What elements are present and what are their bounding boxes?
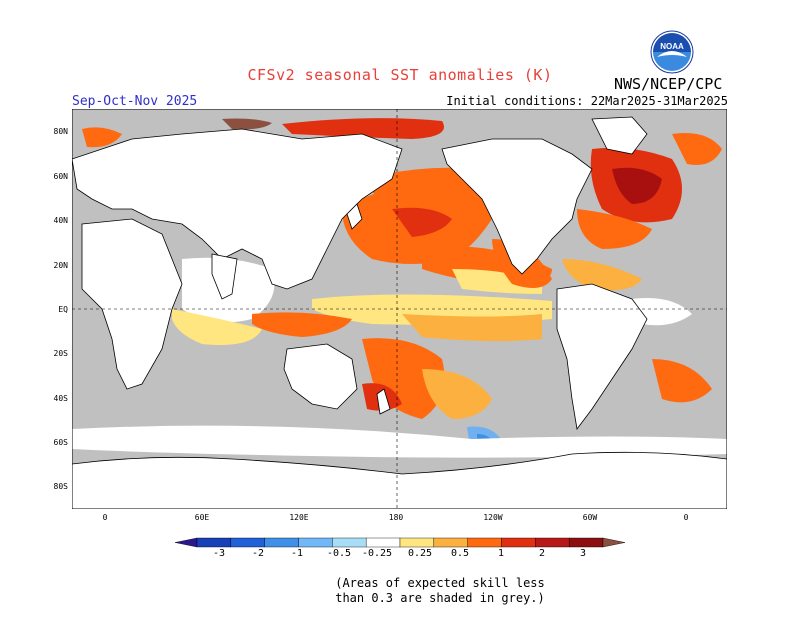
lat-label-40s: 40S — [53, 394, 68, 403]
lat-label-20s: 20S — [53, 349, 68, 358]
colorbar-label-neg2: -2 — [251, 548, 265, 559]
japan — [346, 203, 363, 230]
lat-label-80n: 80N — [53, 127, 68, 136]
lat-label-eq: EQ — [58, 305, 68, 314]
lat-label-80s: 80S — [53, 482, 68, 491]
anomaly-fields — [72, 118, 727, 458]
colorbar — [175, 537, 625, 548]
colorbar-label-neg025: -0.25 — [361, 548, 393, 559]
agency-label: NWS/NCEP/CPC — [614, 75, 723, 93]
colorbar-label-pos3: 3 — [579, 548, 587, 559]
lat-label-40n: 40N — [53, 216, 68, 225]
eurasia — [72, 128, 403, 290]
noaa-logo: NOAA — [650, 30, 694, 74]
greenland — [591, 116, 648, 155]
colorbar-segment — [467, 537, 502, 548]
lon-label-60e: 60E — [194, 513, 210, 522]
africa — [81, 218, 183, 390]
colorbar-label-neg05: -0.5 — [326, 548, 352, 559]
initial-conditions-label: Initial conditions: 22Mar2025-31Mar2025 — [446, 94, 728, 108]
graticule — [72, 109, 727, 509]
lon-label-180: 180 — [388, 513, 404, 522]
colorbar-label-pos025: 0.25 — [407, 548, 433, 559]
sst-anomaly-map — [72, 109, 727, 509]
colorbar-segment — [332, 537, 367, 548]
colorbar-segment — [264, 537, 299, 548]
colorbar-arrow-low — [175, 537, 198, 548]
lon-label-60w: 60W — [582, 513, 598, 522]
colorbar-segment — [433, 537, 468, 548]
lat-label-60n: 60N — [53, 172, 68, 181]
season-label: Sep-Oct-Nov 2025 — [72, 94, 198, 109]
footnote-line-1: (Areas of expected skill less — [335, 576, 545, 590]
colorbar-arrow-high — [602, 537, 625, 548]
colorbar-label-pos1: 1 — [497, 548, 505, 559]
south-america — [556, 283, 648, 430]
lat-label-20n: 20N — [53, 261, 68, 270]
colorbar-segment — [196, 537, 232, 548]
colorbar-segment — [399, 537, 435, 548]
colorbar-segment — [501, 537, 536, 548]
antarctica — [72, 451, 727, 509]
australia — [283, 343, 358, 410]
lon-label-0-east: 0 — [683, 513, 689, 522]
new-zealand — [376, 388, 391, 415]
colorbar-segment — [365, 537, 401, 548]
colorbar-label-pos05: 0.5 — [450, 548, 470, 559]
lat-label-60s: 60S — [53, 438, 68, 447]
noaa-logo-text: NOAA — [660, 42, 684, 51]
north-america — [441, 138, 593, 275]
continents — [72, 116, 727, 509]
footnote-line-2: than 0.3 are shaded in grey.) — [335, 591, 545, 605]
colorbar-segment — [568, 537, 604, 548]
colorbar-label-neg3: -3 — [212, 548, 226, 559]
lon-label-0: 0 — [102, 513, 108, 522]
colorbar-label-pos2: 2 — [538, 548, 546, 559]
colorbar-segment — [298, 537, 333, 548]
map-title: CFSv2 seasonal SST anomalies (K) — [247, 66, 553, 84]
lon-label-120w: 120W — [483, 513, 503, 522]
lon-label-120e: 120E — [289, 513, 309, 522]
colorbar-segment — [535, 537, 570, 548]
india — [211, 253, 238, 300]
colorbar-segment — [230, 537, 265, 548]
colorbar-label-neg1: -1 — [290, 548, 304, 559]
